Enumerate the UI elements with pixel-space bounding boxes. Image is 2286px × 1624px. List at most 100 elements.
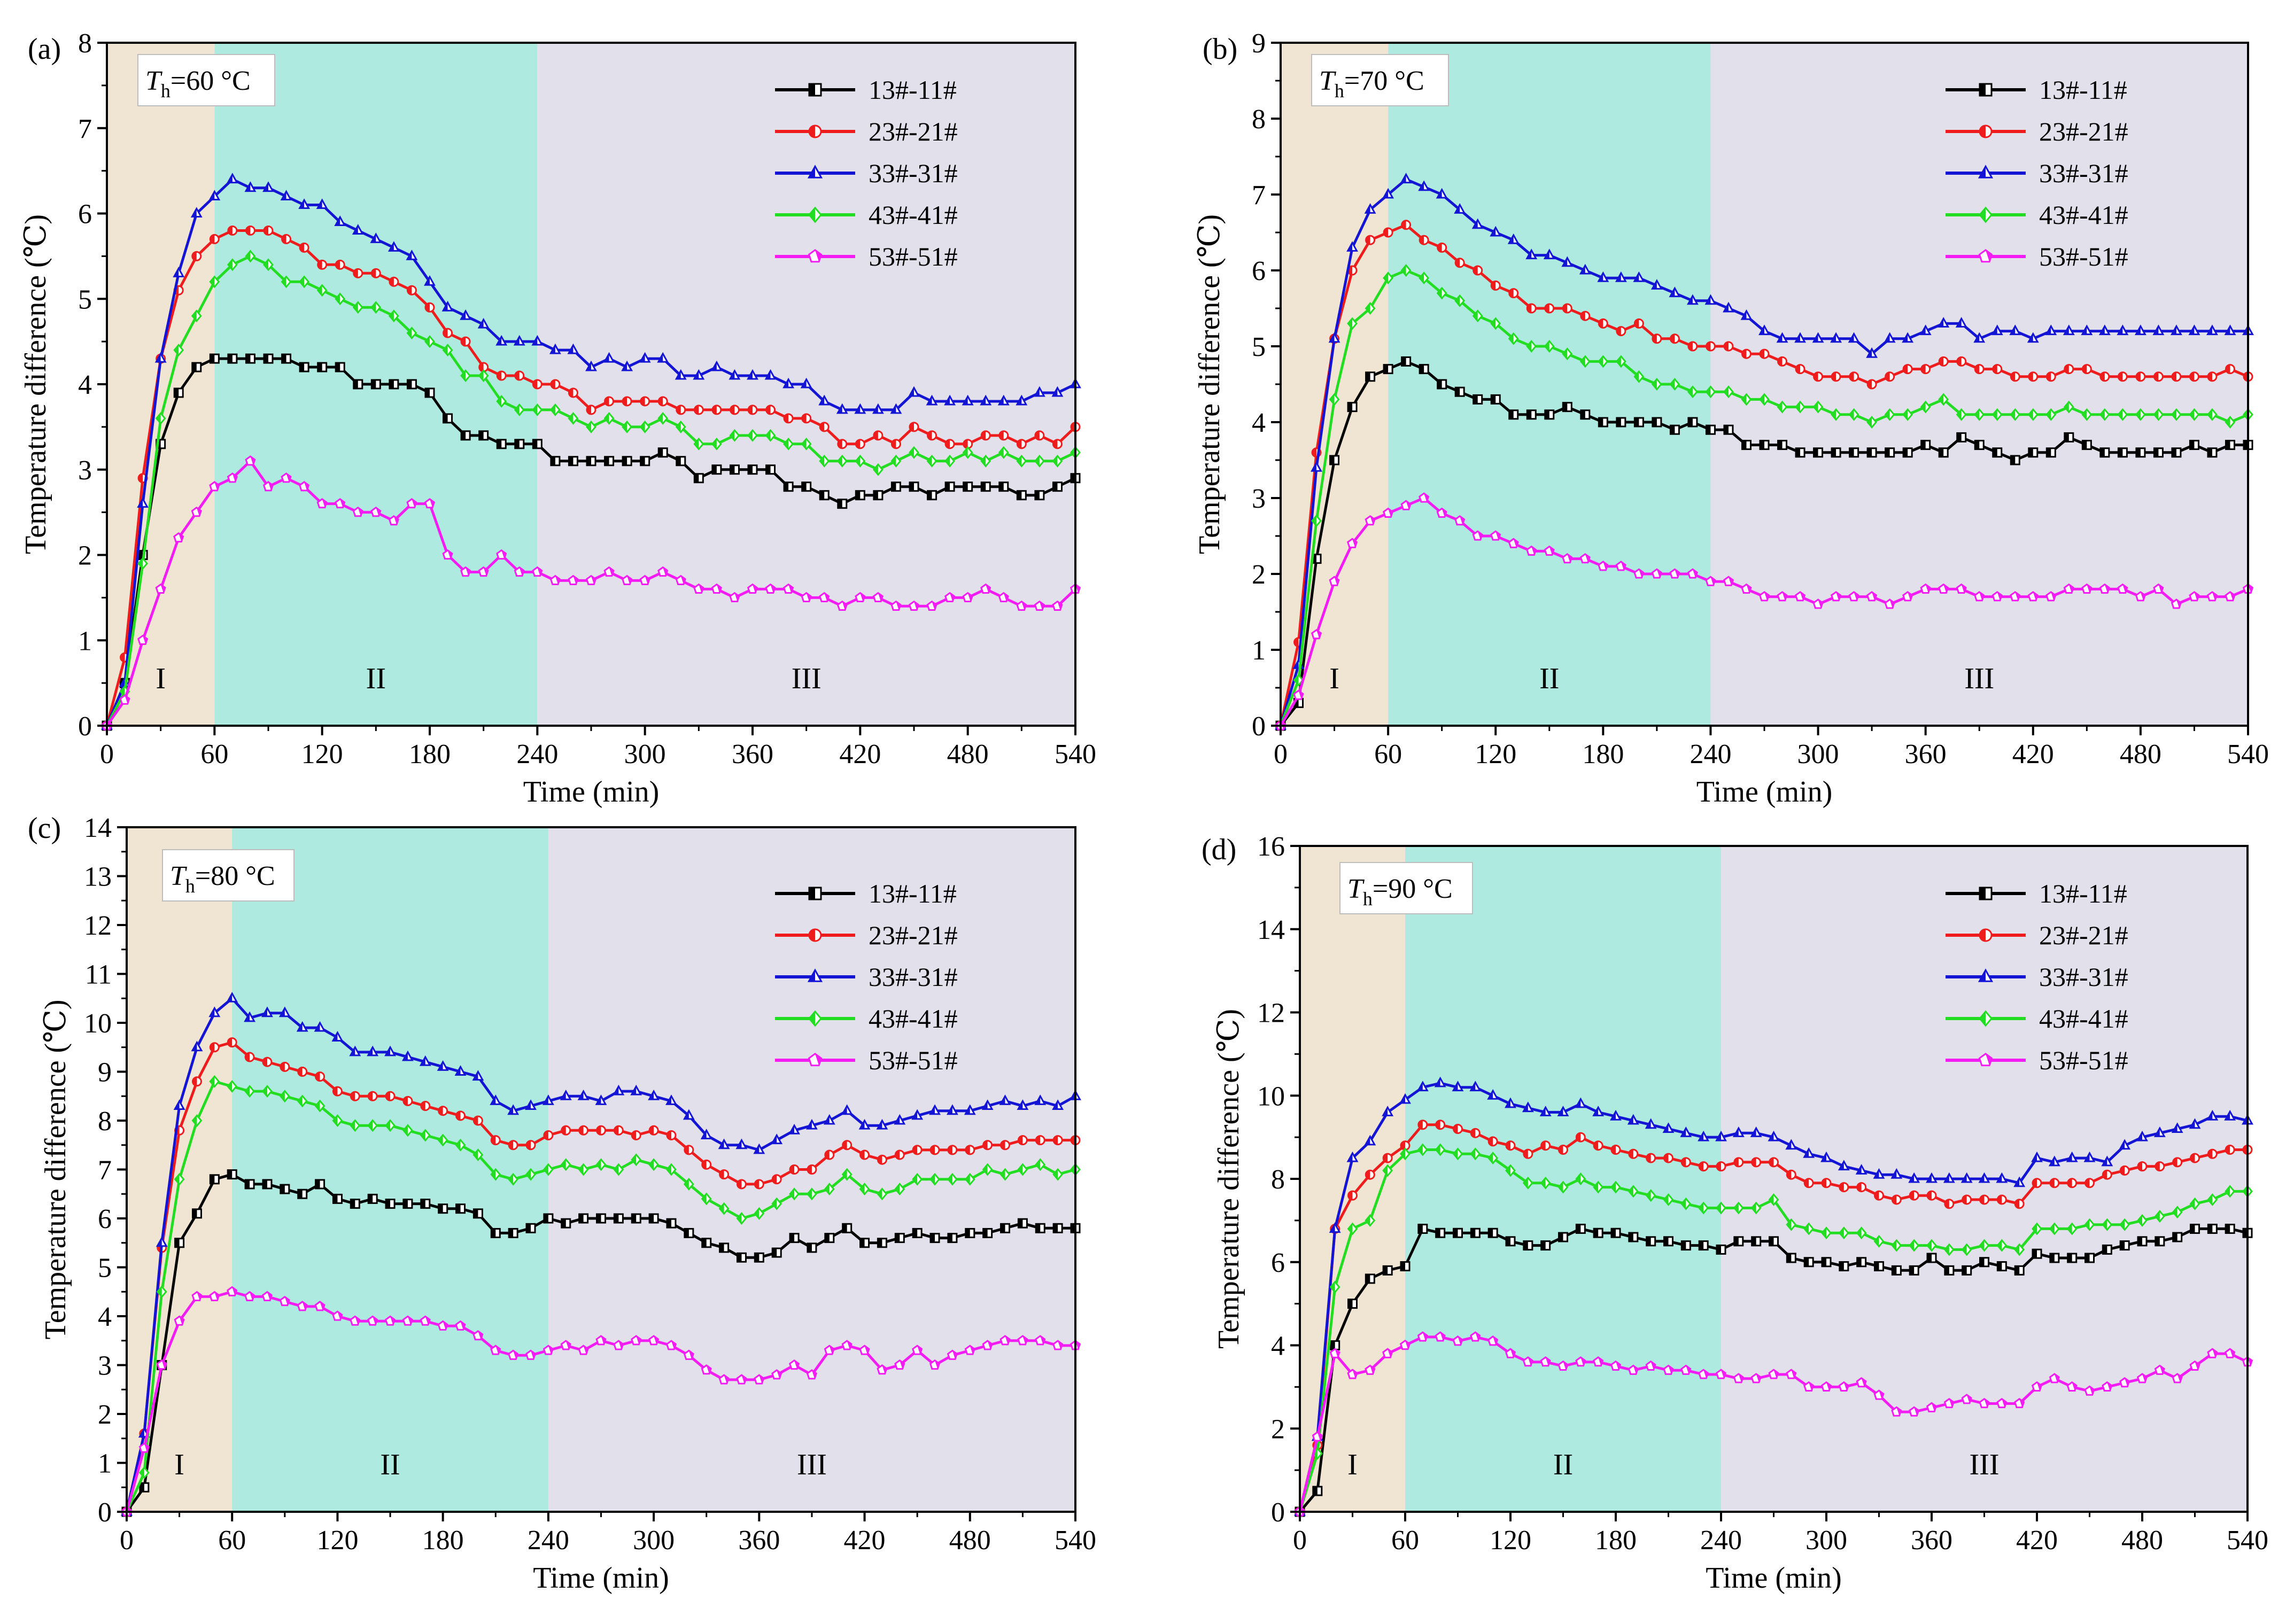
data-point	[138, 1442, 150, 1453]
data-point	[729, 429, 740, 442]
data-point	[2189, 408, 2200, 421]
data-point	[532, 439, 543, 449]
data-point	[1794, 332, 1806, 343]
x-tick-label: 0	[1274, 739, 1288, 770]
data-point	[1557, 1360, 1569, 1371]
data-point	[2137, 1214, 2148, 1227]
data-point	[1540, 1356, 1551, 1367]
y-axis-title: Temperature difference (℃)	[1212, 1009, 1245, 1349]
data-point	[718, 1374, 730, 1385]
data-point	[962, 592, 973, 602]
data-point	[622, 456, 632, 467]
data-point	[1962, 1265, 1972, 1276]
x-tick-label: 540	[2227, 739, 2269, 770]
data-point	[227, 1286, 238, 1296]
data-point	[999, 1335, 1011, 1346]
data-point	[841, 1104, 853, 1115]
data-point	[1769, 1236, 1779, 1247]
data-point	[801, 413, 812, 424]
data-point	[478, 362, 489, 372]
data-point	[1051, 386, 1064, 397]
data-point	[2102, 1169, 2112, 1180]
data-point	[578, 1125, 589, 1136]
data-point	[1704, 294, 1717, 305]
data-point	[2189, 1118, 2201, 1129]
data-point	[666, 1163, 677, 1176]
data-point	[370, 268, 381, 278]
data-point	[1526, 545, 1537, 556]
data-point	[1974, 364, 1985, 375]
data-point	[1849, 447, 1859, 458]
data-point	[472, 1330, 484, 1341]
data-point	[1786, 1218, 1797, 1231]
data-point	[1579, 263, 1591, 275]
data-point	[1786, 1369, 1797, 1379]
data-point	[926, 454, 937, 468]
data-point	[1382, 188, 1394, 199]
data-point	[630, 1084, 642, 1095]
data-point	[1293, 673, 1304, 687]
data-point	[1777, 440, 1788, 450]
data-point	[496, 549, 507, 560]
data-point	[2189, 371, 2199, 382]
data-point	[1580, 310, 1591, 321]
data-point	[1750, 1201, 1762, 1215]
data-point	[1610, 1144, 1621, 1155]
data-point	[1938, 393, 1949, 406]
data-point	[263, 225, 274, 236]
data-point	[2045, 590, 2057, 602]
data-point	[719, 1242, 730, 1253]
data-point	[711, 405, 722, 415]
data-point	[789, 1164, 800, 1175]
data-point	[508, 1140, 518, 1151]
legend-item: 33#-31#	[775, 158, 958, 188]
data-point	[1575, 1132, 1586, 1143]
data-point	[2225, 364, 2235, 375]
data-point	[1575, 1172, 1586, 1185]
data-point	[1651, 568, 1663, 579]
data-point	[666, 1130, 677, 1140]
data-point	[174, 1172, 185, 1186]
x-tick-label: 60	[200, 739, 228, 770]
data-point	[639, 574, 650, 586]
data-point	[596, 1213, 606, 1224]
data-point	[2117, 371, 2128, 382]
data-point	[2027, 590, 2039, 602]
data-point	[1401, 356, 1412, 367]
data-point	[578, 1345, 589, 1355]
data-point	[1452, 1081, 1464, 1092]
data-point	[1543, 248, 1555, 260]
data-point	[1996, 1397, 2008, 1409]
data-point	[944, 454, 956, 468]
data-point	[1979, 1194, 1989, 1205]
data-point	[1866, 416, 1878, 429]
data-point	[1974, 408, 1985, 421]
data-point	[2066, 1151, 2078, 1162]
data-point	[604, 456, 615, 467]
data-point	[2101, 1155, 2113, 1167]
data-point	[1000, 1140, 1011, 1151]
data-point	[1891, 1265, 1902, 1276]
phase-region-I	[127, 827, 233, 1512]
data-point	[1523, 1148, 1533, 1159]
data-point	[1522, 1356, 1533, 1367]
data-point	[1383, 227, 1393, 238]
data-point	[1505, 1236, 1516, 1247]
data-point	[298, 481, 310, 492]
y-tick-label: 12	[1257, 998, 1285, 1029]
data-point	[1052, 1135, 1063, 1146]
data-point	[2099, 447, 2110, 458]
data-point	[1884, 408, 1895, 421]
data-point	[2081, 440, 2092, 450]
data-point	[209, 353, 220, 364]
y-tick-label: 5	[78, 284, 92, 315]
data-point	[1960, 1172, 1973, 1183]
y-tick-label: 1	[98, 1449, 112, 1479]
data-point	[980, 454, 991, 468]
data-point	[298, 198, 311, 209]
panel-label: (c)	[28, 812, 61, 845]
data-point	[622, 420, 633, 433]
data-point	[639, 352, 651, 363]
data-point	[1382, 1164, 1393, 1177]
data-point	[676, 456, 686, 467]
